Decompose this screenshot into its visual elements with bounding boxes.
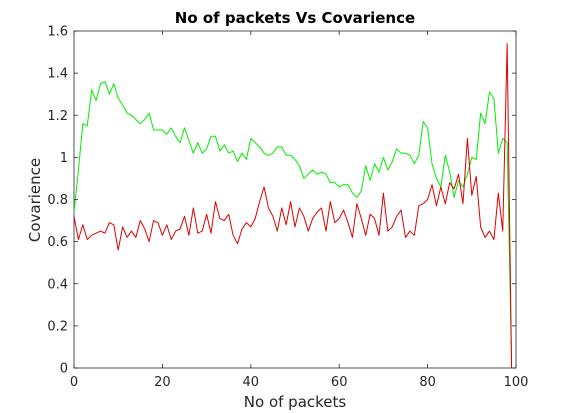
series-line-1 [73,81,513,364]
y-tick-label: 0.4 [47,277,68,292]
y-tick-label: 1 [60,151,68,166]
chart-title: No of packets Vs Covarience [175,9,415,27]
y-axis-label: Covarience [26,158,44,242]
x-tick-label: 20 [154,375,171,390]
y-tick-label: 1.6 [47,25,68,40]
y-tick-label: 1.4 [47,67,68,82]
y-tick-label: 0.2 [47,319,68,334]
series-line-2 [73,43,513,369]
x-tick-label: 40 [243,375,260,390]
plot-area [73,30,517,369]
series-layer [73,43,513,369]
ticks-layer: 0 20 40 60 80 100 0 0.2 0.4 0.6 0.8 1 1.2 1.4 1.6 [47,25,528,391]
y-tick-label: 1.2 [47,109,68,124]
x-axis-label: No of packets [244,393,347,411]
y-tick-label: 0.6 [47,235,68,250]
x-tick-label: 0 [70,375,78,390]
x-tick-label: 100 [504,375,529,390]
y-tick-label: 0.8 [47,193,68,208]
y-tick-label: 0 [60,362,68,377]
x-tick-label: 80 [419,375,436,390]
axes-frame [73,30,517,369]
x-tick-label: 60 [331,375,348,390]
